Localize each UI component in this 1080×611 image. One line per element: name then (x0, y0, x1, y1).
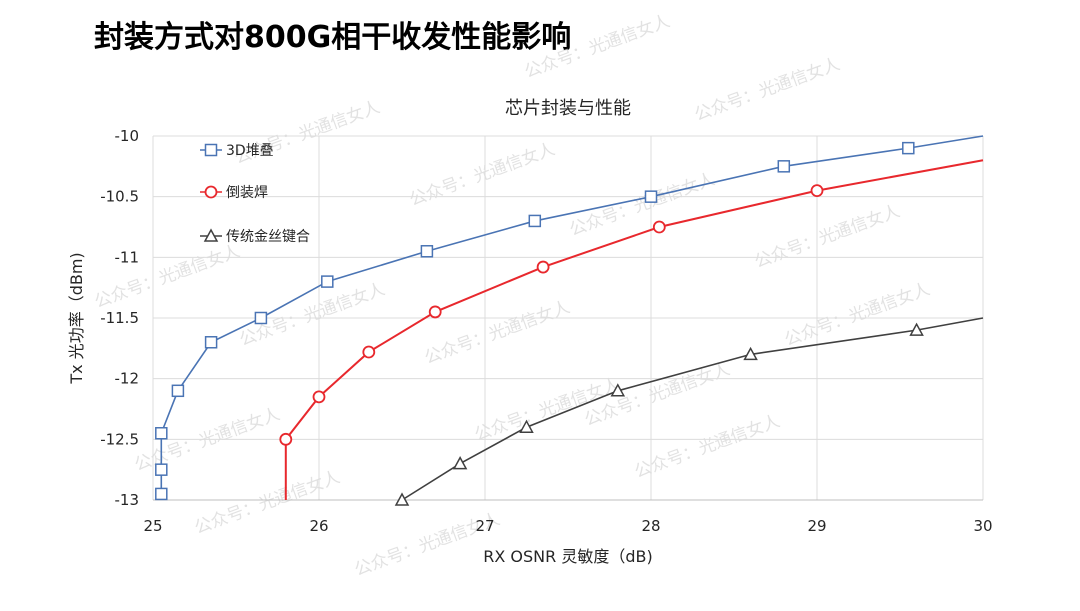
data-point-circle (810, 184, 824, 198)
data-point-triangle (452, 456, 468, 470)
data-point-square (254, 311, 268, 325)
data-point-circle (279, 432, 293, 446)
series-line-circle (284, 159, 984, 500)
data-point-triangle (743, 346, 758, 361)
data-point-square (155, 487, 168, 501)
x-tick-label: 28 (641, 517, 660, 535)
legend-label: 3D堆叠 (226, 143, 274, 159)
y-tick-label: -10 (115, 127, 140, 145)
y-tick-label: -11.5 (100, 309, 139, 327)
x-axis-label: RX OSNR 灵敏度（dB) (483, 547, 652, 566)
data-point-square (321, 275, 334, 288)
data-point-square (155, 463, 168, 476)
series-line-triangle (401, 317, 984, 501)
data-point-triangle (394, 492, 410, 506)
data-point-square (528, 214, 542, 228)
data-point-circle (536, 260, 550, 274)
y-tick-label: -12 (115, 370, 140, 388)
y-tick-label: -12.5 (100, 430, 139, 448)
data-point-triangle (909, 322, 924, 336)
data-point-circle (312, 390, 326, 404)
data-point-square (777, 160, 791, 173)
x-tick-label: 25 (143, 517, 162, 535)
data-point-circle (362, 345, 376, 359)
legend-label: 倒装焊 (226, 185, 268, 201)
legend-marker-triangle (203, 228, 219, 242)
data-point-square (902, 141, 915, 155)
data-point-square (155, 427, 168, 440)
data-point-square (420, 245, 434, 258)
y-tick-label: -11 (115, 248, 140, 266)
legend-marker-square (204, 143, 218, 157)
page-title: 封装方式对800G相干收发性能影响 (94, 20, 572, 55)
data-point-square (204, 336, 218, 349)
x-tick-label: 27 (475, 517, 494, 535)
data-point-circle (652, 220, 666, 234)
x-tick-label: 30 (973, 517, 992, 535)
data-point-triangle (610, 383, 626, 397)
data-point-circle (428, 305, 442, 319)
legend-marker-circle (204, 185, 218, 199)
y-axis-label: Tx 光功率（dBm) (67, 252, 86, 384)
data-point-square (171, 384, 185, 398)
y-tick-label: -13 (115, 491, 140, 509)
data-point-triangle (519, 419, 534, 433)
x-tick-label: 26 (309, 517, 328, 535)
legend-label: 传统金丝键合 (226, 229, 310, 245)
data-point-square (644, 190, 658, 203)
x-tick-label: 29 (807, 517, 826, 535)
y-tick-label: -10.5 (100, 188, 139, 206)
chart-title: 芯片封装与性能 (505, 98, 631, 119)
